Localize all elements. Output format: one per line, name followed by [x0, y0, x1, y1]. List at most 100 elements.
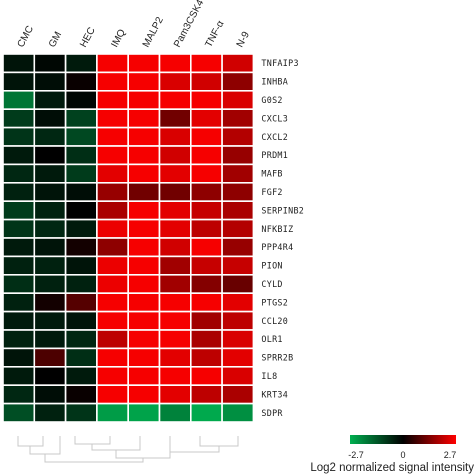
heatmap-cell [221, 402, 255, 423]
column-label: MALP2 [141, 15, 166, 50]
heatmap-cell [190, 163, 223, 184]
heatmap-cell [127, 329, 161, 350]
heatmap-cell [127, 126, 161, 147]
heatmap-cell [2, 273, 36, 294]
heatmap-cell [127, 310, 161, 331]
heatmap-cell [190, 365, 223, 386]
heatmap-cell [190, 237, 223, 258]
heatmap-cell [190, 292, 223, 313]
heatmap-cell [190, 310, 223, 331]
row-label: SPRR2B [261, 353, 293, 363]
row-label: MAFB [261, 169, 282, 179]
row-label: CYLD [261, 279, 282, 289]
row-labels: TNFAIP3 INHBA G0S2 CXCL3 CXCL2 PRDM1 MAFB FGF2 S… [261, 58, 304, 418]
heatmap-cell [33, 145, 67, 166]
row-label: SERPINB2 [261, 205, 304, 215]
heatmap-cell [127, 365, 161, 386]
heatmap-cell [96, 329, 130, 350]
heatmap-cell [190, 200, 223, 221]
heatmap-cell [96, 182, 130, 203]
row-label: FGF2 [261, 187, 282, 197]
heatmap-cell [2, 126, 36, 147]
heatmap-cell [96, 200, 130, 221]
row-label: G0S2 [261, 95, 282, 105]
heatmap-cell [127, 145, 161, 166]
heatmap-cell [2, 329, 36, 350]
heatmap-cell [127, 53, 161, 74]
heatmap-cell [64, 200, 98, 221]
column-label: IMQ [109, 27, 128, 49]
heatmap-cell [158, 310, 192, 331]
heatmap-cell [2, 292, 36, 313]
heatmap-cell [221, 90, 255, 111]
row-label: PTGS2 [261, 297, 288, 307]
heatmap-cell [2, 182, 36, 203]
heatmap-cell [127, 163, 161, 184]
heatmap-cell [190, 384, 223, 405]
heatmap-cell [2, 310, 36, 331]
heatmap-cell [190, 218, 223, 239]
heatmap-cell [96, 402, 130, 423]
heatmap-cell [64, 145, 98, 166]
heatmap-cell [190, 145, 223, 166]
heatmap-cell [2, 108, 36, 129]
heatmap-cell [2, 90, 36, 111]
heatmap-cell [96, 218, 130, 239]
heatmap-cell [33, 273, 67, 294]
heatmap-cell [2, 347, 36, 368]
heatmap-cell [127, 237, 161, 258]
heatmap-cell [158, 292, 192, 313]
heatmap-cell [158, 255, 192, 276]
column-label: Pam3CSK4 [172, 0, 206, 49]
heatmap-cell [33, 126, 67, 147]
heatmap-cell [33, 237, 67, 258]
heatmap-cell [158, 145, 192, 166]
heatmap-cell [190, 108, 223, 129]
heatmap-cell [127, 347, 161, 368]
row-label: CCL20 [261, 316, 288, 326]
heatmap-cell [190, 329, 223, 350]
heatmap-cell [64, 329, 98, 350]
heatmap-cell [158, 365, 192, 386]
column-label: TNF-α [203, 19, 226, 50]
heatmap-cells [2, 53, 255, 423]
legend-tick-min: -2.7 [348, 450, 364, 460]
heatmap-cell [158, 53, 192, 74]
heatmap-cell [96, 90, 130, 111]
column-label: HEC [78, 26, 98, 50]
heatmap-cell [127, 71, 161, 92]
heatmap-cell [64, 292, 98, 313]
heatmap-cell [221, 53, 255, 74]
heatmap-cell [221, 182, 255, 203]
heatmap-cell [2, 53, 36, 74]
row-label: OLR1 [261, 334, 282, 344]
heatmap-cell [158, 347, 192, 368]
column-label: GM [47, 30, 64, 49]
heatmap-cell [2, 237, 36, 258]
heatmap-cell [127, 255, 161, 276]
heatmap-cell [96, 310, 130, 331]
heatmap-cell [2, 384, 36, 405]
heatmap-cell [33, 182, 67, 203]
heatmap-cell [190, 273, 223, 294]
heatmap-cell [221, 126, 255, 147]
heatmap-cell [96, 53, 130, 74]
heatmap-cell [158, 200, 192, 221]
heatmap-cell [96, 108, 130, 129]
heatmap-cell [33, 310, 67, 331]
heatmap-cell [158, 218, 192, 239]
heatmap-cell [33, 218, 67, 239]
row-label: PRDM1 [261, 150, 288, 160]
heatmap-cell [33, 292, 67, 313]
heatmap-cell [127, 292, 161, 313]
heatmap-cell [221, 108, 255, 129]
heatmap-cell [221, 310, 255, 331]
heatmap-cell [2, 255, 36, 276]
heatmap-cell [64, 347, 98, 368]
heatmap-cell [158, 126, 192, 147]
heatmap-cell [64, 237, 98, 258]
heatmap-cell [190, 347, 223, 368]
heatmap-cell [221, 273, 255, 294]
heatmap-cell [2, 402, 36, 423]
